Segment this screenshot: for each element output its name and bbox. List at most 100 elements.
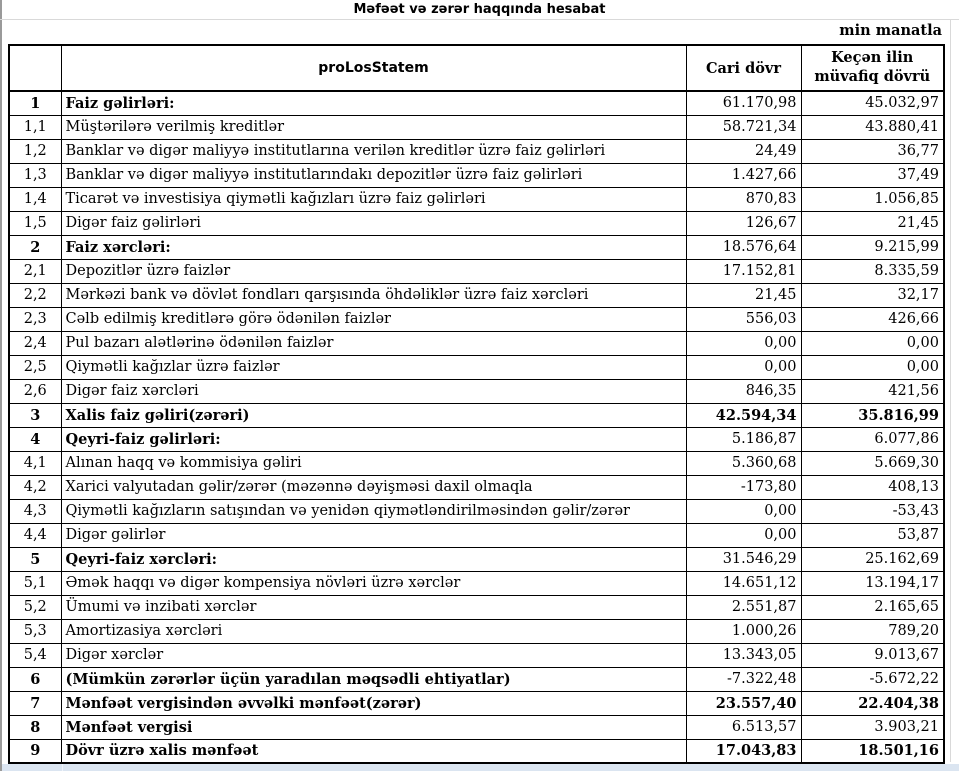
- previous-period-value-cell[interactable]: 426,66: [800, 306, 945, 332]
- previous-period-value-cell[interactable]: 32,17: [800, 282, 945, 308]
- previous-period-value-cell[interactable]: -53,43: [800, 498, 945, 524]
- previous-period-value-cell[interactable]: 43.880,41: [800, 114, 945, 140]
- row-label-cell[interactable]: Mənfəət vergisi: [60, 714, 687, 740]
- row-number-cell[interactable]: 5,2: [8, 594, 62, 620]
- row-number-cell[interactable]: 5: [8, 546, 62, 572]
- header-cell-statement-name[interactable]: proLosStatem: [60, 44, 687, 92]
- row-label-cell[interactable]: Xarici valyutadan gəlir/zərər (məzənnə d…: [60, 474, 687, 500]
- row-number-cell[interactable]: 1,5: [8, 210, 62, 236]
- header-cell-current-period[interactable]: Cari dövr: [685, 44, 802, 92]
- row-label-cell[interactable]: Amortizasiya xərcləri: [60, 618, 687, 644]
- previous-period-value-cell[interactable]: 36,77: [800, 138, 945, 164]
- current-period-value-cell[interactable]: 556,03: [685, 306, 802, 332]
- row-label-cell[interactable]: Banklar və digər maliyyə institutlarına …: [60, 138, 687, 164]
- row-number-cell[interactable]: 5,3: [8, 618, 62, 644]
- current-period-value-cell[interactable]: 17.043,83: [685, 738, 802, 764]
- previous-period-value-cell[interactable]: 5.669,30: [800, 450, 945, 476]
- previous-period-value-cell[interactable]: 22.404,38: [800, 690, 945, 716]
- row-label-cell[interactable]: Digər faiz gəlirləri: [60, 210, 687, 236]
- current-period-value-cell[interactable]: 5.186,87: [685, 426, 802, 452]
- current-period-value-cell[interactable]: 18.576,64: [685, 234, 802, 260]
- current-period-value-cell[interactable]: 24,49: [685, 138, 802, 164]
- header-cell-previous-period[interactable]: Keçən ilin müvafiq dövrü: [800, 44, 945, 92]
- current-period-value-cell[interactable]: 6.513,57: [685, 714, 802, 740]
- header-cell-number[interactable]: [8, 44, 62, 92]
- row-number-cell[interactable]: 5,4: [8, 642, 62, 668]
- row-label-cell[interactable]: Mənfəət vergisindən əvvəlki mənfəət(zərə…: [60, 690, 687, 716]
- row-label-cell[interactable]: Faiz gəlirləri:: [60, 90, 687, 116]
- row-label-cell[interactable]: Banklar və digər maliyyə institutlarında…: [60, 162, 687, 188]
- current-period-value-cell[interactable]: 1.000,26: [685, 618, 802, 644]
- previous-period-value-cell[interactable]: 2.165,65: [800, 594, 945, 620]
- row-label-cell[interactable]: Müştərilərə verilmiş kreditlər: [60, 114, 687, 140]
- current-period-value-cell[interactable]: 23.557,40: [685, 690, 802, 716]
- row-label-cell[interactable]: Əmək haqqı və digər kompensiya növləri ü…: [60, 570, 687, 596]
- row-label-cell[interactable]: Ticarət və investisiya qiymətli kağızlar…: [60, 186, 687, 212]
- row-number-cell[interactable]: 4: [8, 426, 62, 452]
- current-period-value-cell[interactable]: 42.594,34: [685, 402, 802, 428]
- row-number-cell[interactable]: 2,6: [8, 378, 62, 404]
- row-label-cell[interactable]: Faiz xərcləri:: [60, 234, 687, 260]
- previous-period-value-cell[interactable]: 789,20: [800, 618, 945, 644]
- previous-period-value-cell[interactable]: 421,56: [800, 378, 945, 404]
- row-label-cell[interactable]: Pul bazarı alətlərinə ödənilən faizlər: [60, 330, 687, 356]
- previous-period-value-cell[interactable]: 9.215,99: [800, 234, 945, 260]
- row-number-cell[interactable]: 5,1: [8, 570, 62, 596]
- row-label-cell[interactable]: Cəlb edilmiş kreditlərə görə ödənilən fa…: [60, 306, 687, 332]
- previous-period-value-cell[interactable]: 18.501,16: [800, 738, 945, 764]
- previous-period-value-cell[interactable]: 37,49: [800, 162, 945, 188]
- previous-period-value-cell[interactable]: 53,87: [800, 522, 945, 548]
- row-number-cell[interactable]: 3: [8, 402, 62, 428]
- current-period-value-cell[interactable]: 0,00: [685, 498, 802, 524]
- row-number-cell[interactable]: 4,1: [8, 450, 62, 476]
- row-number-cell[interactable]: 1,3: [8, 162, 62, 188]
- row-number-cell[interactable]: 8: [8, 714, 62, 740]
- previous-period-value-cell[interactable]: 408,13: [800, 474, 945, 500]
- current-period-value-cell[interactable]: 0,00: [685, 330, 802, 356]
- row-label-cell[interactable]: Digər faiz xərcləri: [60, 378, 687, 404]
- current-period-value-cell[interactable]: 846,35: [685, 378, 802, 404]
- row-number-cell[interactable]: 1,2: [8, 138, 62, 164]
- current-period-value-cell[interactable]: 5.360,68: [685, 450, 802, 476]
- row-number-cell[interactable]: 9: [8, 738, 62, 764]
- current-period-value-cell[interactable]: 870,83: [685, 186, 802, 212]
- row-label-cell[interactable]: Qiymətli kağızların satışından və yenidə…: [60, 498, 687, 524]
- current-period-value-cell[interactable]: 0,00: [685, 522, 802, 548]
- row-number-cell[interactable]: 4,3: [8, 498, 62, 524]
- row-label-cell[interactable]: Qiymətli kağızlar üzrə faizlər: [60, 354, 687, 380]
- row-label-cell[interactable]: Dövr üzrə xalis mənfəət: [60, 738, 687, 764]
- row-number-cell[interactable]: 2,3: [8, 306, 62, 332]
- current-period-value-cell[interactable]: 2.551,87: [685, 594, 802, 620]
- current-period-value-cell[interactable]: -7.322,48: [685, 666, 802, 692]
- row-number-cell[interactable]: 4,2: [8, 474, 62, 500]
- row-number-cell[interactable]: 1,4: [8, 186, 62, 212]
- current-period-value-cell[interactable]: 58.721,34: [685, 114, 802, 140]
- row-label-cell[interactable]: Digər gəlirlər: [60, 522, 687, 548]
- row-number-cell[interactable]: 2,5: [8, 354, 62, 380]
- previous-period-value-cell[interactable]: 0,00: [800, 330, 945, 356]
- current-period-value-cell[interactable]: 17.152,81: [685, 258, 802, 284]
- row-number-cell[interactable]: 4,4: [8, 522, 62, 548]
- row-number-cell[interactable]: 1: [8, 90, 62, 116]
- row-number-cell[interactable]: 2,4: [8, 330, 62, 356]
- current-period-value-cell[interactable]: 13.343,05: [685, 642, 802, 668]
- current-period-value-cell[interactable]: 21,45: [685, 282, 802, 308]
- row-label-cell[interactable]: Depozitlər üzrə faizlər: [60, 258, 687, 284]
- row-label-cell[interactable]: Mərkəzi bank və dövlət fondları qarşısın…: [60, 282, 687, 308]
- previous-period-value-cell[interactable]: 6.077,86: [800, 426, 945, 452]
- current-period-value-cell[interactable]: 0,00: [685, 354, 802, 380]
- previous-period-value-cell[interactable]: 1.056,85: [800, 186, 945, 212]
- row-label-cell[interactable]: Qeyri-faiz gəlirləri:: [60, 426, 687, 452]
- row-number-cell[interactable]: 7: [8, 690, 62, 716]
- current-period-value-cell[interactable]: 31.546,29: [685, 546, 802, 572]
- previous-period-value-cell[interactable]: 9.013,67: [800, 642, 945, 668]
- previous-period-value-cell[interactable]: 45.032,97: [800, 90, 945, 116]
- row-label-cell[interactable]: Alınan haqq və kommisiya gəliri: [60, 450, 687, 476]
- current-period-value-cell[interactable]: 61.170,98: [685, 90, 802, 116]
- row-label-cell[interactable]: (Mümkün zərərlər üçün yaradılan məqsədli…: [60, 666, 687, 692]
- previous-period-value-cell[interactable]: -5.672,22: [800, 666, 945, 692]
- previous-period-value-cell[interactable]: 3.903,21: [800, 714, 945, 740]
- row-number-cell[interactable]: 2: [8, 234, 62, 260]
- row-label-cell[interactable]: Digər xərclər: [60, 642, 687, 668]
- row-label-cell[interactable]: Qeyri-faiz xərcləri:: [60, 546, 687, 572]
